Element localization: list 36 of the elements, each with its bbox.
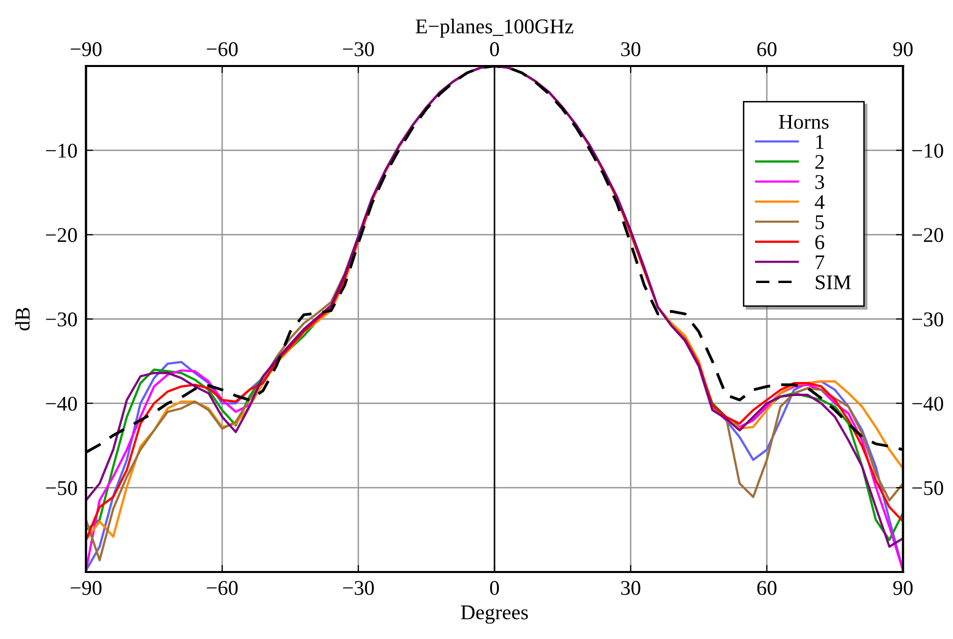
x2-tick-label: 60 <box>757 42 776 56</box>
x2-tick-label: −60 <box>206 42 238 56</box>
x2-tick-label: 90 <box>893 42 913 56</box>
y-tick-label: −50 <box>46 481 77 496</box>
y-tick-label: −20 <box>46 228 77 242</box>
x2-tick-label: −90 <box>70 42 102 56</box>
legend-label: 3 <box>815 175 824 190</box>
x-tick-label: −30 <box>343 580 374 595</box>
y2-tick-label: −30 <box>912 312 944 326</box>
y-tick-label: −30 <box>46 312 77 326</box>
y2-tick-label: −50 <box>912 481 944 496</box>
y-axis-title: dB <box>15 308 30 330</box>
x-tick-label: 0 <box>490 580 499 595</box>
x-tick-label: 60 <box>757 580 776 595</box>
chart-title: E−planes_100GHz <box>416 18 574 38</box>
y-tick-label: −10 <box>46 144 77 158</box>
legend-label: 6 <box>815 235 824 250</box>
legend-label: 2 <box>815 155 824 169</box>
x-tick-label: −60 <box>206 580 238 595</box>
x2-tick-label: 30 <box>621 42 640 56</box>
y2-tick-label: −10 <box>912 144 944 158</box>
x-tick-label: −90 <box>70 580 102 595</box>
y-tick-label: −40 <box>46 396 77 411</box>
x-axis-title: Degrees <box>460 606 528 624</box>
legend-label: 5 <box>816 215 824 230</box>
legend-label: 7 <box>816 255 824 270</box>
legend-title: Horns <box>778 115 829 129</box>
y2-tick-label: −40 <box>912 396 944 411</box>
x-tick-label: 30 <box>621 580 640 595</box>
legend-label: SIM <box>816 275 851 290</box>
legend-label: 4 <box>814 195 825 209</box>
y2-tick-label: −20 <box>912 228 944 242</box>
legend-label: 1 <box>816 134 824 149</box>
x2-tick-label: 0 <box>490 42 499 56</box>
x2-tick-label: −30 <box>343 42 374 56</box>
x-tick-label: 90 <box>893 580 913 595</box>
